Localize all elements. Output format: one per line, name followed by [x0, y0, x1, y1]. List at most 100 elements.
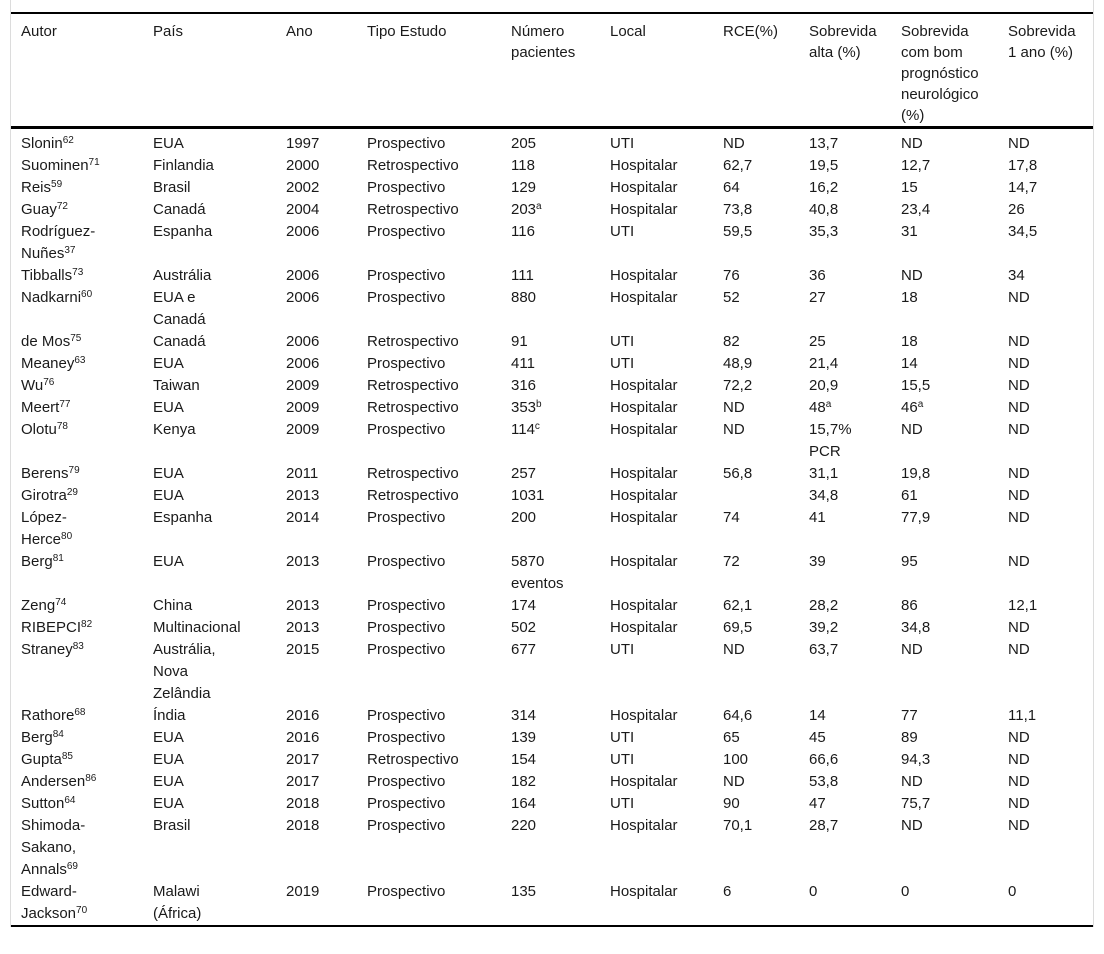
cell-sobrevida-1-ano: ND — [1008, 509, 1030, 526]
cell-tipo-estudo: Retrospectivo — [367, 465, 459, 482]
cell-sobrevida-1-ano: ND — [1008, 333, 1030, 350]
cell-tipo-estudo: Prospectivo — [367, 267, 446, 284]
cell-sobrevida-neurologica: 18 — [901, 289, 918, 306]
reference-superscript: 79 — [68, 465, 80, 476]
cell-tipo-estudo: Prospectivo — [367, 883, 446, 900]
cell-autor: Berg84 — [21, 729, 64, 746]
column-header-local: Local — [610, 13, 723, 129]
cell-local: Hospitalar — [610, 883, 678, 900]
cell-local: Hospitalar — [610, 157, 678, 174]
cell-rce: ND — [723, 399, 745, 416]
cell-sobrevida-alta: 48a — [809, 399, 832, 416]
cell-pais: EUA — [153, 487, 184, 504]
cell-sobrevida-1-ano: ND — [1008, 399, 1030, 416]
cell-numero-pacientes: 139 — [511, 729, 537, 746]
cell-pais: Multinacional — [153, 619, 241, 636]
cell-autor: Meaney63 — [21, 355, 86, 372]
cell-local: Hospitalar — [610, 399, 678, 416]
reference-superscript: 85 — [61, 751, 73, 762]
cell-tipo-estudo: Prospectivo — [367, 773, 446, 790]
table-row: Girotra29 EUA 2013 Retrospectivo 1031 Hospita… — [11, 485, 1093, 507]
cell-sobrevida-1-ano: 0 — [1008, 883, 1017, 900]
cell-sobrevida-alta: 34,8 — [809, 487, 839, 504]
cell-numero-pacientes: 118 — [511, 157, 535, 174]
cell-pais: EUA e Canadá — [153, 289, 206, 328]
cell-sobrevida-alta: 45 — [809, 729, 826, 746]
cell-local: Hospitalar — [610, 267, 678, 284]
cell-pais: EUA — [153, 773, 184, 790]
cell-ano: 2009 — [286, 377, 320, 394]
table-row: Berg84 EUA 2016 Prospectivo 139 UTI 65 45 89 ND — [11, 727, 1093, 749]
cell-local: Hospitalar — [610, 201, 678, 218]
cell-tipo-estudo: Retrospectivo — [367, 201, 459, 218]
cell-tipo-estudo: Prospectivo — [367, 289, 446, 306]
cell-sobrevida-alta: 39 — [809, 553, 826, 570]
column-header-rce: RCE(%) — [723, 13, 809, 129]
cell-sobrevida-neurologica: 89 — [901, 729, 918, 746]
cell-rce: 74 — [723, 509, 740, 526]
cell-tipo-estudo: Prospectivo — [367, 795, 446, 812]
reference-superscript: a — [536, 201, 542, 212]
table-row: de Mos75 Canadá 2006 Retrospectivo 91 UTI 82 25… — [11, 331, 1093, 353]
cell-pais: Brasil — [153, 817, 191, 834]
reference-superscript: 84 — [52, 729, 64, 740]
cell-sobrevida-1-ano: ND — [1008, 817, 1030, 834]
cell-autor: López- Herce80 — [21, 509, 73, 548]
table-row: Andersen86 EUA 2017 Prospectivo 182 Hospitala… — [11, 771, 1093, 793]
cell-rce: 59,5 — [723, 223, 753, 240]
reference-superscript: 68 — [74, 707, 86, 718]
cell-sobrevida-1-ano: ND — [1008, 729, 1030, 746]
cell-sobrevida-neurologica: 18 — [901, 333, 918, 350]
cell-tipo-estudo: Prospectivo — [367, 619, 446, 636]
column-header-numero-pacientes: Número pacientes — [511, 13, 610, 129]
table-row: López- Herce80 Espanha 2014 Prospectivo 200 H… — [11, 507, 1093, 551]
cell-pais: Taiwan — [153, 377, 200, 394]
reference-superscript: 71 — [88, 157, 100, 168]
cell-local: Hospitalar — [610, 773, 678, 790]
cell-sobrevida-1-ano: ND — [1008, 487, 1030, 504]
cell-local: Hospitalar — [610, 597, 678, 614]
cell-sobrevida-1-ano: 14,7 — [1008, 179, 1038, 196]
cell-sobrevida-1-ano: 26 — [1008, 201, 1025, 218]
reference-superscript: 64 — [64, 795, 76, 806]
cell-ano: 2013 — [286, 619, 320, 636]
cell-numero-pacientes: 5870 eventos — [511, 553, 564, 592]
cell-tipo-estudo: Prospectivo — [367, 421, 446, 438]
cell-sobrevida-alta: 47 — [809, 795, 826, 812]
studies-table-frame: Autor País Ano Tipo Estudo Número pacien… — [10, 0, 1094, 927]
cell-numero-pacientes: 200 — [511, 509, 537, 526]
cell-sobrevida-neurologica: 14 — [901, 355, 918, 372]
cell-tipo-estudo: Prospectivo — [367, 509, 446, 526]
cell-ano: 2006 — [286, 355, 320, 372]
table-row: Suominen71 Finlandia 2000 Retrospectivo 118 H… — [11, 155, 1093, 177]
cell-sobrevida-neurologica: ND — [901, 421, 923, 438]
cell-sobrevida-1-ano: 17,8 — [1008, 157, 1038, 174]
cell-sobrevida-neurologica: 75,7 — [901, 795, 931, 812]
table-row: Gupta85 EUA 2017 Retrospectivo 154 UTI 100 66,6… — [11, 749, 1093, 771]
cell-sobrevida-alta: 36 — [809, 267, 826, 284]
cell-rce: 64 — [723, 179, 740, 196]
cell-rce: 72 — [723, 553, 740, 570]
cell-ano: 2006 — [286, 223, 320, 240]
cell-sobrevida-1-ano: ND — [1008, 421, 1030, 438]
cell-pais: Austrália — [153, 267, 212, 284]
cell-rce: 76 — [723, 267, 740, 284]
cell-autor: Sutton64 — [21, 795, 76, 812]
cell-sobrevida-alta: 39,2 — [809, 619, 839, 636]
cell-ano: 2018 — [286, 817, 320, 834]
cell-sobrevida-neurologica: 15 — [901, 179, 918, 196]
cell-numero-pacientes: 880 — [511, 289, 537, 306]
cell-tipo-estudo: Prospectivo — [367, 135, 446, 152]
reference-superscript: 70 — [76, 905, 88, 916]
cell-rce: 90 — [723, 795, 740, 812]
table-row: Meaney63 EUA 2006 Prospectivo 411 UTI 48,9 21,4… — [11, 353, 1093, 375]
cell-numero-pacientes: 1031 — [511, 487, 545, 504]
cell-ano: 2009 — [286, 399, 320, 416]
cell-numero-pacientes: 129 — [511, 179, 537, 196]
cell-local: UTI — [610, 729, 635, 746]
cell-rce: 72,2 — [723, 377, 753, 394]
cell-local: UTI — [610, 223, 635, 240]
cell-autor: Reis59 — [21, 179, 63, 196]
cell-ano: 2016 — [286, 729, 320, 746]
cell-sobrevida-neurologica: ND — [901, 135, 923, 152]
